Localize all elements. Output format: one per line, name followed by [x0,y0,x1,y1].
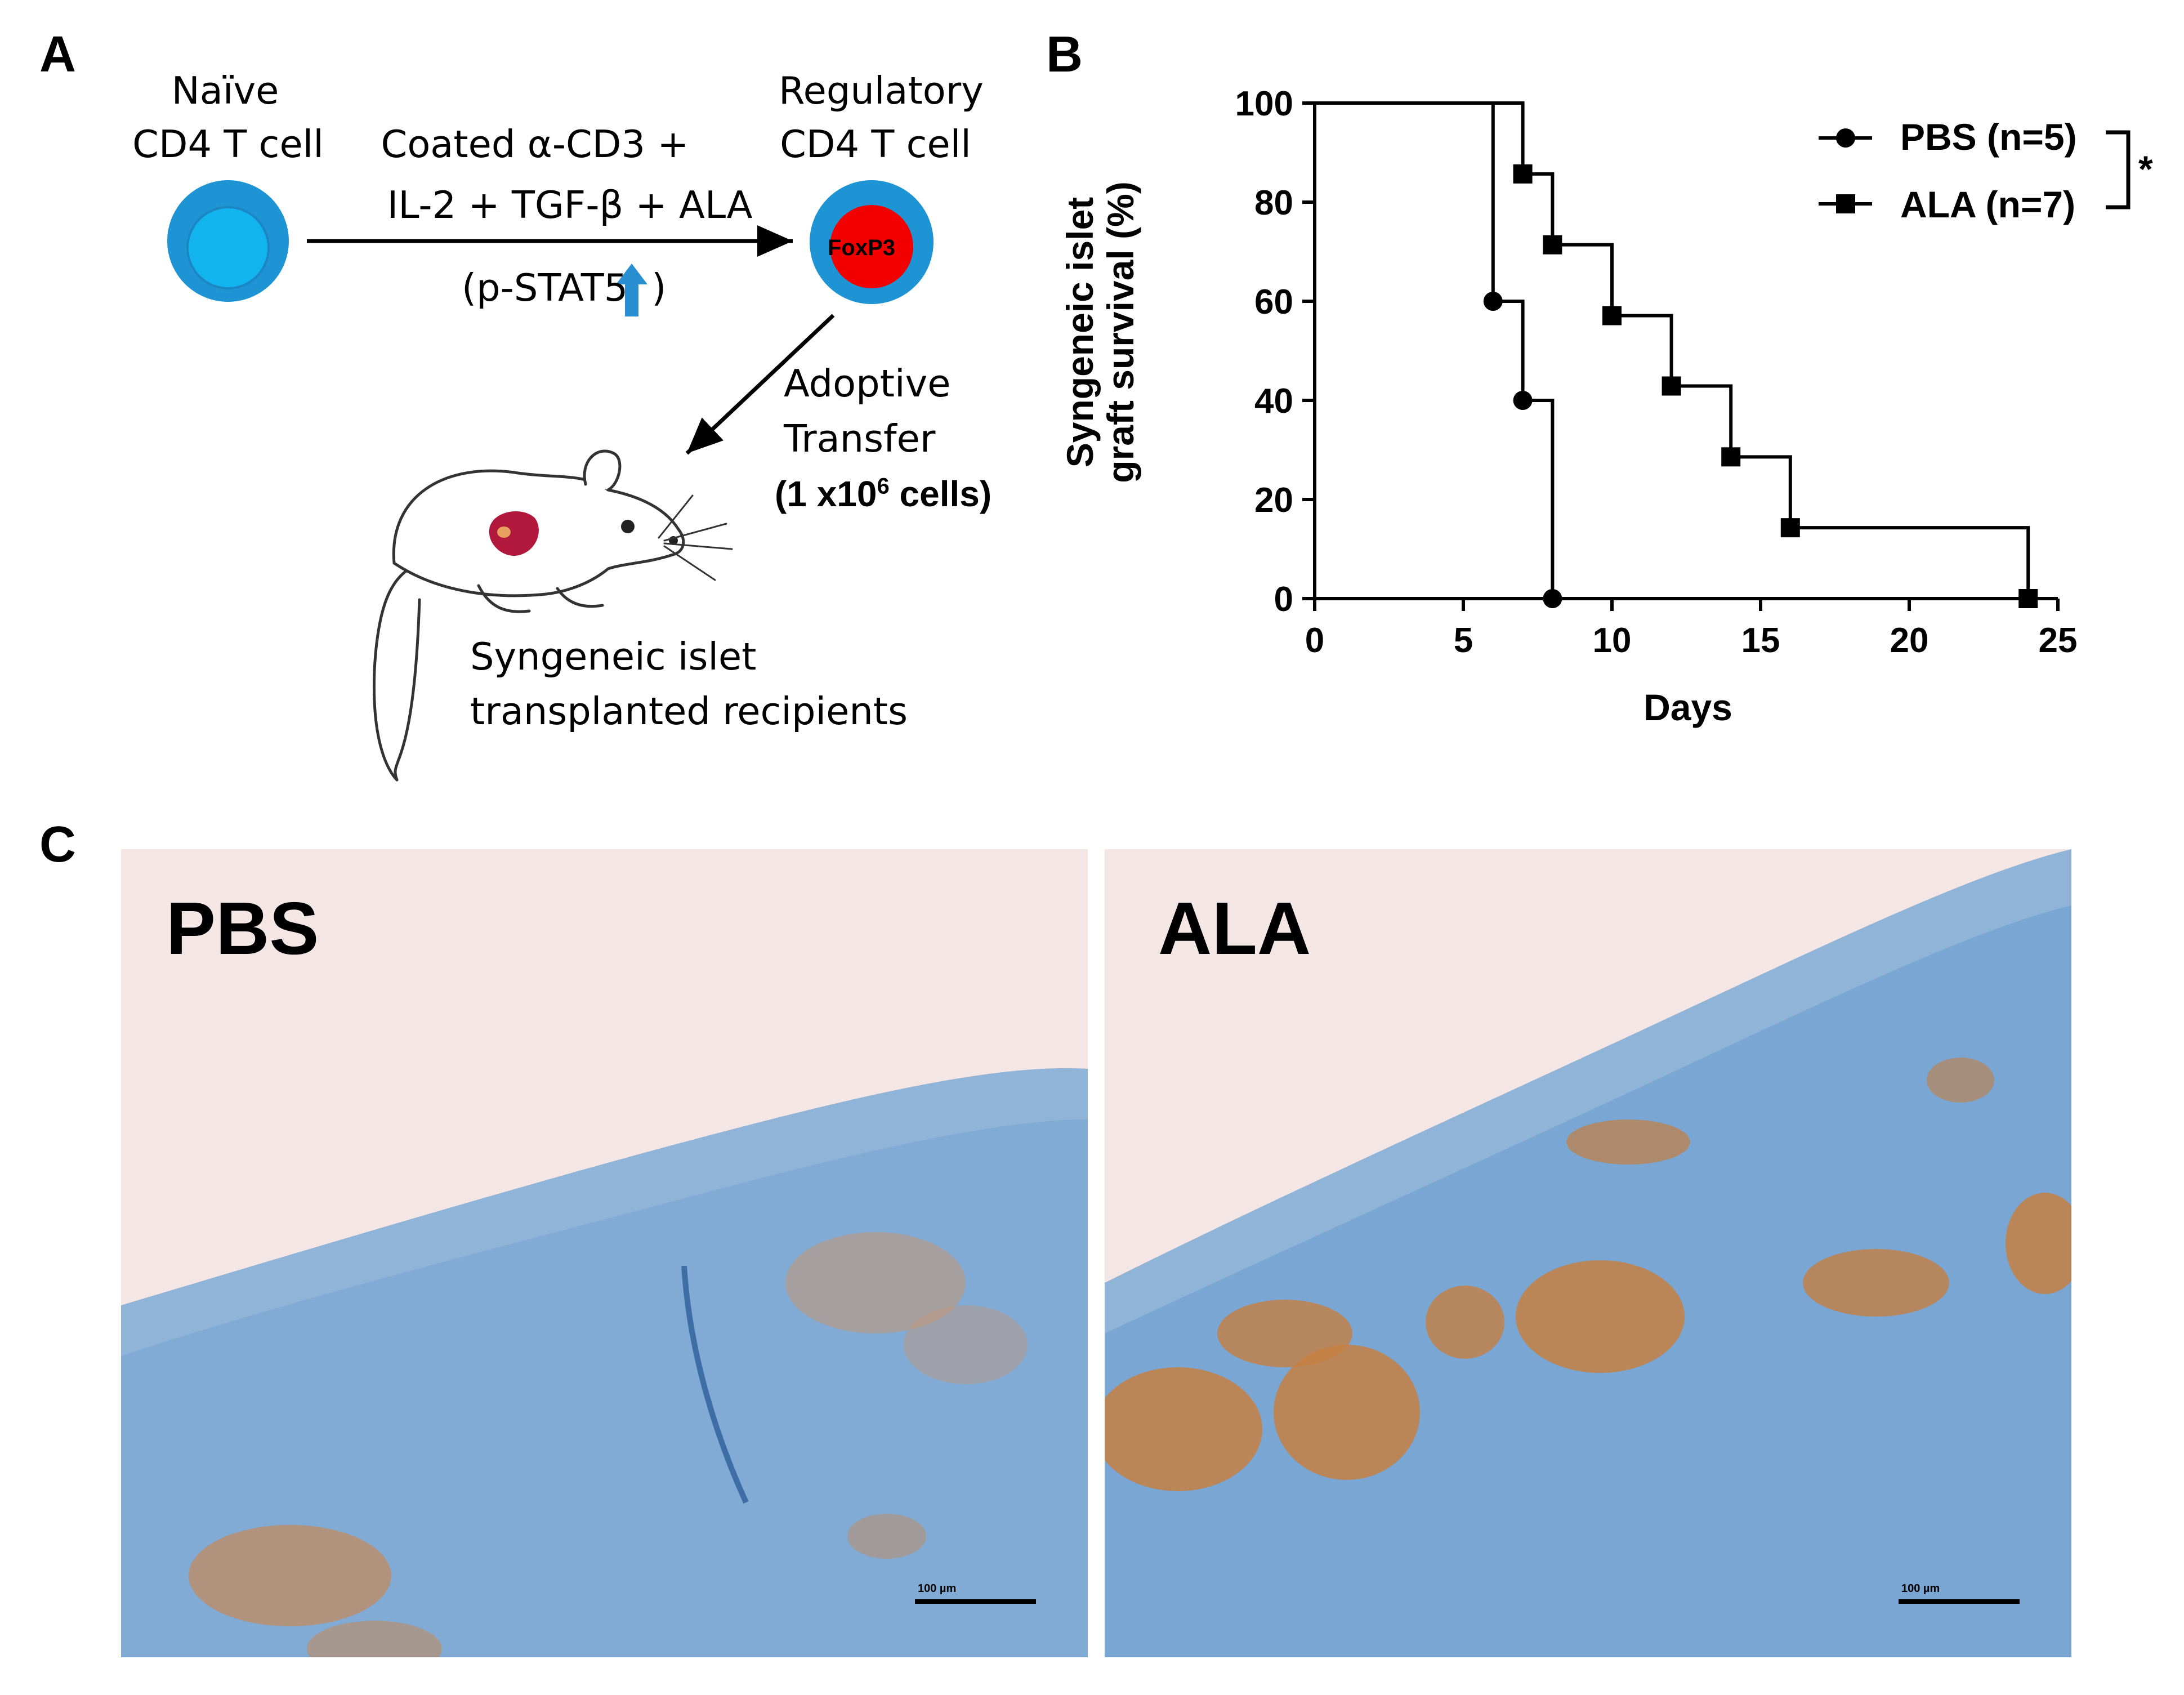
y-tick-label: 0 [1274,580,1293,619]
panel-label-c: C [39,817,76,873]
ala-point [1513,164,1533,184]
ala-point [1543,235,1562,255]
y-tick-label: 80 [1254,184,1293,222]
pstat-close: ) [651,266,667,310]
x-tick-label: 20 [1890,621,1929,660]
naive-label-line2: CD4 T cell [132,122,324,166]
x-tick-label: 25 [2039,621,2078,660]
y-tick-label: 40 [1254,382,1293,421]
naive-label-line1: Naïve [171,69,279,113]
ala-point [1780,518,1800,538]
y-tick-label: 100 [1235,84,1293,123]
micrograph-pbs: PBS 100 µm [121,849,1088,1657]
treatment-label-line1: Coated α-CD3 + [381,122,689,166]
ala-point [1602,306,1622,325]
x-tick-label: 15 [1741,621,1780,660]
foxp3-label: FoxP3 [828,235,896,260]
legend-pbs-label: PBS (n=5) [1900,116,2077,158]
panel-label-a: A [39,26,76,83]
pbs-point [1483,292,1503,311]
chart-ylabel-line2: graft survival (%) [1100,181,1141,483]
legend-marker-pbs [1836,128,1855,148]
pbs-point [1543,589,1562,608]
ala-point [1662,376,1681,396]
recipients-label-line1: Syngeneic islet [470,635,757,679]
panel-label-b: B [1046,26,1083,83]
significance-bracket [2106,130,2131,209]
ala-point [2018,589,2038,608]
chart-ylabel-line1: Syngeneic islet [1059,197,1101,468]
ala-tissue [1105,849,2071,1657]
pbs-tissue [121,1068,1088,1657]
significance-star: * [2138,148,2153,190]
adoptive-label-line2: Transfer [784,417,936,461]
cell-dose-exponent: 6 [877,474,890,499]
treg-cell-icon [810,180,934,304]
pstat-label: (p-STAT5) [462,265,666,312]
chart-xlabel: Days [1643,686,1732,728]
x-tick-label: 10 [1593,621,1632,660]
pbs-scale-bar-label: 100 µm [918,1582,957,1595]
y-tick-label: 60 [1254,283,1293,322]
micrograph-ala: ALA 100 µm [1105,849,2071,1657]
ala-scale-bar-label: 100 µm [1901,1582,1940,1595]
adoptive-label-line1: Adoptive [784,362,951,405]
ala-point [1721,447,1741,467]
islet-graft-icon [489,511,539,556]
legend-marker-ala [1836,194,1855,213]
recipients-label-line2: transplanted recipients [470,689,908,733]
pstat-text: (p-STAT5 [462,266,628,310]
x-tick-label: 5 [1454,621,1473,660]
cell-dose-prefix: (1 x10 [775,474,877,514]
up-arrow-icon [616,264,647,316]
y-tick-label: 20 [1254,481,1293,520]
cell-dose-suffix: cells) [889,474,992,514]
transfer-arrow [685,314,835,455]
micrograph-ala-label: ALA [1158,887,1311,970]
series-line-ala [1315,101,2030,599]
pbs-point [1513,391,1533,410]
naive-cell-icon [167,180,289,302]
cell-dose-label: (1 x106 cells) [775,473,991,515]
treg-label-line2: CD4 T cell [780,122,971,166]
legend-ala-label: ALA (n=7) [1900,184,2076,225]
treatment-label-line2: IL-2 + TGF-β + ALA [387,183,753,227]
treg-label-line1: Regulatory [779,69,984,113]
x-tick-label: 0 [1305,621,1324,660]
micrograph-pbs-label: PBS [166,887,319,970]
